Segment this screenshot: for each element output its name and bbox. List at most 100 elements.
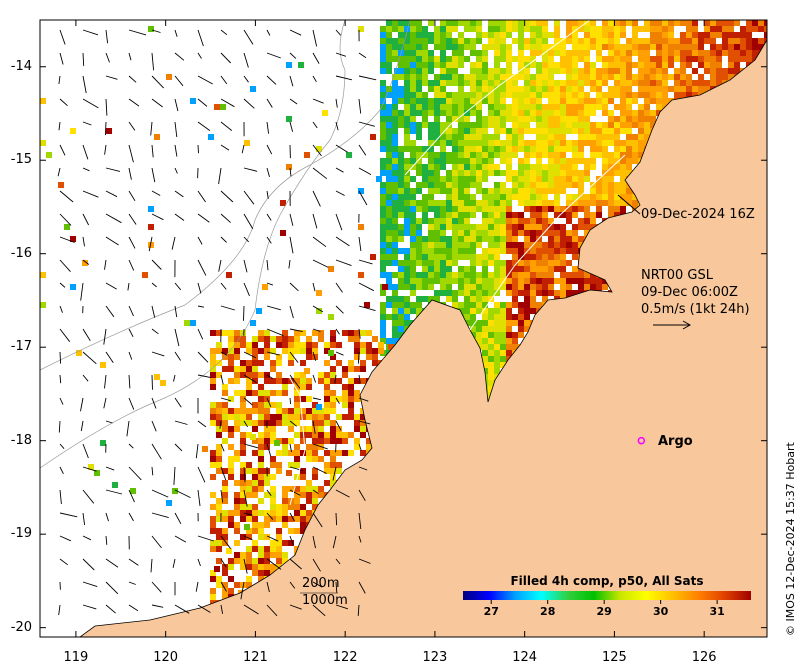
sst-pixel [434, 80, 440, 86]
sst-pixel [620, 56, 626, 62]
sst-pixel [632, 38, 638, 44]
sst-pixel [482, 326, 488, 332]
sst-pixel [518, 290, 524, 296]
sst-pixel [566, 272, 572, 278]
current-arrow [150, 558, 153, 573]
sst-pixel [620, 62, 626, 68]
sst-pixel [322, 110, 328, 116]
sst-pixel [560, 50, 566, 56]
sst-pixel [342, 450, 348, 456]
sst-pixel [264, 348, 270, 354]
sst-pixel [252, 480, 258, 486]
sst-pixel [392, 26, 398, 32]
sst-pixel [524, 314, 530, 320]
sst-pixel [482, 356, 488, 362]
sst-pixel [392, 314, 398, 320]
sst-pixel [644, 56, 650, 62]
sst-pixel [596, 128, 602, 134]
sst-pixel [464, 296, 470, 302]
land-mass [79, 20, 767, 637]
sst-pixel [416, 44, 422, 50]
sst-pixel [536, 158, 542, 164]
sst-pixel [608, 170, 614, 176]
current-arrow [220, 351, 228, 356]
sst-pixel [452, 248, 458, 254]
sst-pixel [288, 420, 294, 426]
current-arrow [312, 512, 323, 528]
sst-pixel [524, 152, 530, 158]
sst-pixel [386, 92, 392, 98]
current-arrow [58, 75, 61, 85]
sst-pixel [210, 540, 216, 546]
sst-pixel [620, 170, 626, 176]
sst-pixel [494, 368, 500, 374]
sst-pixel [348, 396, 354, 402]
sst-pixel [330, 474, 336, 480]
current-arrow [220, 535, 232, 550]
sst-pixel [578, 68, 584, 74]
current-arrow [197, 420, 207, 428]
sst-pixel [398, 236, 404, 242]
sst-pixel [404, 164, 410, 170]
sst-pixel [572, 98, 578, 104]
sst-pixel [620, 20, 626, 26]
sst-pixel [626, 188, 632, 194]
sst-pixel [530, 308, 536, 314]
sst-pixel [282, 498, 288, 504]
sst-pixel [494, 62, 500, 68]
sst-pixel [500, 242, 506, 248]
sst-pixel [234, 480, 240, 486]
current-arrow [220, 443, 225, 452]
sst-pixel [294, 420, 300, 426]
sst-pixel [410, 68, 416, 74]
sst-pixel [578, 110, 584, 116]
sst-pixel [216, 360, 222, 366]
sst-pixel [656, 80, 662, 86]
sst-pixel [380, 26, 386, 32]
sst-pixel [716, 62, 722, 68]
sst-pixel [270, 540, 276, 546]
sst-pixel [240, 462, 246, 468]
sst-pixel [470, 182, 476, 188]
sst-pixel [500, 260, 506, 266]
sst-pixel [518, 332, 524, 338]
sst-pixel [228, 576, 234, 582]
sst-pixel [488, 242, 494, 248]
sst-pixel [428, 218, 434, 224]
sst-pixel [440, 20, 446, 26]
sst-pixel [246, 510, 252, 516]
current-arrow [59, 305, 63, 313]
current-arrow [128, 236, 136, 249]
sst-pixel [608, 20, 614, 26]
sst-pixel [728, 38, 734, 44]
sst-pixel [464, 194, 470, 200]
current-arrow [151, 75, 165, 89]
current-arrow [243, 351, 257, 359]
sst-pixel [416, 20, 422, 26]
sst-pixel [674, 92, 680, 98]
sst-pixel [524, 98, 530, 104]
sst-pixel [488, 260, 494, 266]
sst-pixel [518, 68, 524, 74]
sst-pixel [728, 44, 734, 50]
sst-pixel [542, 38, 548, 44]
sst-pixel [434, 230, 440, 236]
sst-pixel [372, 336, 378, 342]
sst-pixel [348, 414, 354, 420]
sst-pixel [758, 20, 764, 26]
current-arrow [243, 75, 249, 83]
current-arrow [220, 29, 228, 36]
sst-pixel [566, 92, 572, 98]
sst-pixel [518, 326, 524, 332]
sst-pixel [482, 320, 488, 326]
sst-pixel [446, 140, 452, 146]
sst-pixel [294, 408, 300, 414]
sst-pixel [488, 386, 494, 392]
sst-pixel [312, 498, 318, 504]
sst-pixel [380, 32, 386, 38]
sst-pixel [228, 564, 234, 570]
sst-pixel [518, 242, 524, 248]
sst-pixel [596, 32, 602, 38]
current-arrow [174, 604, 190, 614]
sst-pixel [656, 86, 662, 92]
